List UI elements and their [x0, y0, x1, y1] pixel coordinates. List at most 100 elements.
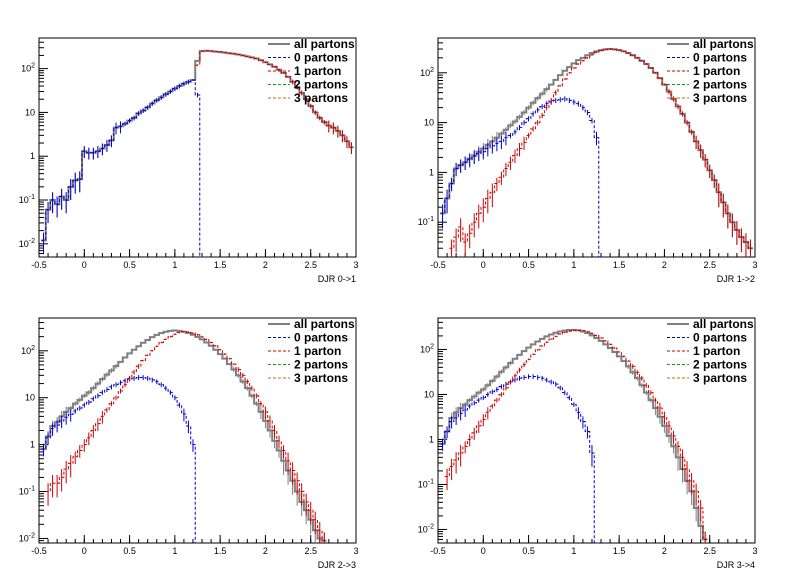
x-tick-label: 2.5	[703, 546, 716, 556]
y-tick-label: 10	[424, 118, 434, 128]
y-tick-label: 102	[21, 345, 35, 356]
series-all-partons	[41, 329, 327, 543]
y-tick-label: 10	[25, 393, 35, 403]
series-line	[41, 79, 205, 258]
series-line	[449, 48, 753, 249]
x-tick-label: 1.5	[613, 546, 626, 556]
legend-label: 2 partons	[693, 78, 747, 92]
legend-label: 3 partons	[693, 371, 747, 385]
y-tick-label: 10	[25, 107, 35, 117]
x-tick-label: 2	[662, 260, 667, 270]
series-line	[41, 329, 327, 542]
x-tick-label: 0	[481, 546, 486, 556]
legend-label: 3 partons	[294, 371, 348, 385]
x-tick-label: 0.5	[522, 260, 535, 270]
legend-label: 0 partons	[294, 51, 348, 65]
x-axis-title: DJR 0->1	[318, 274, 356, 284]
x-tick-label: -0.5	[430, 546, 446, 556]
plot-frame	[437, 37, 756, 258]
series-line	[45, 331, 327, 542]
legend-label: all partons	[294, 37, 355, 51]
x-tick-label: 1	[172, 546, 177, 556]
y-tick-label: 102	[420, 67, 434, 78]
x-tick-label: -0.5	[31, 260, 47, 270]
y-tick-label: 102	[21, 63, 35, 74]
x-tick-label: 1	[571, 546, 576, 556]
series-0-partons	[41, 375, 200, 544]
legend-label: 0 partons	[294, 331, 348, 345]
y-tick-label: 10-2	[19, 238, 35, 249]
series-line	[440, 328, 708, 541]
x-tick-label: 1.5	[214, 260, 227, 270]
x-tick-label: 1	[172, 260, 177, 270]
legend-label: 1 parton	[693, 64, 740, 78]
series-line	[440, 376, 599, 544]
x-tick-label: 0	[82, 260, 87, 270]
x-tick-label: 3	[353, 546, 358, 556]
x-axis-title: DJR 3->4	[717, 560, 755, 570]
legend-label: 1 parton	[693, 344, 740, 358]
legend-label: 2 partons	[294, 78, 348, 92]
y-tick-label: 1	[30, 151, 35, 161]
panel-1: -0.5 0 0.5 1 1.5 2 2.5 3 10-2 10-1 1 10 102 DJR 0->1 a…	[19, 37, 359, 284]
x-tick-label: -0.5	[31, 546, 47, 556]
y-tick-label: 102	[420, 343, 434, 354]
legend-label: 2 partons	[294, 358, 348, 372]
x-tick-label: 2.5	[304, 546, 317, 556]
series-line	[444, 329, 708, 540]
legend-label: all partons	[693, 317, 754, 331]
x-tick-label: 0.5	[123, 546, 136, 556]
x-tick-label: 0.5	[123, 260, 136, 270]
x-tick-label: 1.5	[214, 546, 227, 556]
legend-label: 3 partons	[294, 91, 348, 105]
series-line	[41, 376, 200, 544]
legend-label: 0 partons	[693, 51, 747, 65]
series-1-parton	[195, 50, 354, 155]
y-tick-label: 10-2	[418, 523, 434, 534]
x-tick-label: -0.5	[430, 260, 446, 270]
panel-3: -0.5 0 0.5 1 1.5 2 2.5 3 10-2 10-1 1 10 102 DJR 2->3 a…	[19, 317, 359, 570]
y-tick-label: 10	[424, 389, 434, 399]
plot-frame	[437, 317, 756, 544]
legend-label: all partons	[693, 37, 754, 51]
y-tick-label: 1	[30, 440, 35, 450]
y-tick-label: 10-1	[19, 194, 35, 205]
x-tick-label: 3	[752, 546, 757, 556]
x-tick-label: 2	[263, 260, 268, 270]
x-tick-label: 2.5	[304, 260, 317, 270]
x-tick-label: 2	[662, 546, 667, 556]
y-tick-label: 10-1	[19, 486, 35, 497]
legend-label: 1 parton	[294, 64, 341, 78]
x-tick-label: 1	[571, 260, 576, 270]
series-all-partons	[440, 328, 708, 543]
legend-label: 0 partons	[693, 331, 747, 345]
legend-label: 1 parton	[294, 344, 341, 358]
series-0-partons	[440, 96, 604, 258]
y-tick-label: 10-1	[418, 478, 434, 489]
x-axis-title: DJR 2->3	[318, 560, 356, 570]
series-1-parton	[444, 329, 708, 543]
y-tick-label: 10-2	[19, 532, 35, 543]
panel-4: -0.5 0 0.5 1 1.5 2 2.5 3 10-2 10-1 1 10 102 DJR 3->4 a…	[418, 317, 758, 570]
legend-label: 2 partons	[693, 358, 747, 372]
series-line	[440, 98, 604, 258]
series-1-parton	[45, 330, 327, 543]
y-tick-label: 1	[429, 434, 434, 444]
x-tick-label: 1.5	[613, 260, 626, 270]
y-tick-label: 1	[429, 167, 434, 177]
x-tick-label: 3	[752, 260, 757, 270]
legend-label: 3 partons	[693, 91, 747, 105]
x-tick-label: 2	[263, 546, 268, 556]
y-tick-label: 10-1	[418, 216, 434, 227]
series-0-partons	[41, 79, 205, 258]
x-tick-label: 3	[353, 260, 358, 270]
series-0-partons	[440, 374, 599, 544]
x-tick-label: 0	[82, 546, 87, 556]
x-tick-label: 2.5	[703, 260, 716, 270]
x-tick-label: 0	[481, 260, 486, 270]
series-line	[195, 50, 354, 148]
x-tick-label: 0.5	[522, 546, 535, 556]
x-axis-title: DJR 1->2	[717, 274, 755, 284]
plot-frame	[38, 37, 357, 258]
